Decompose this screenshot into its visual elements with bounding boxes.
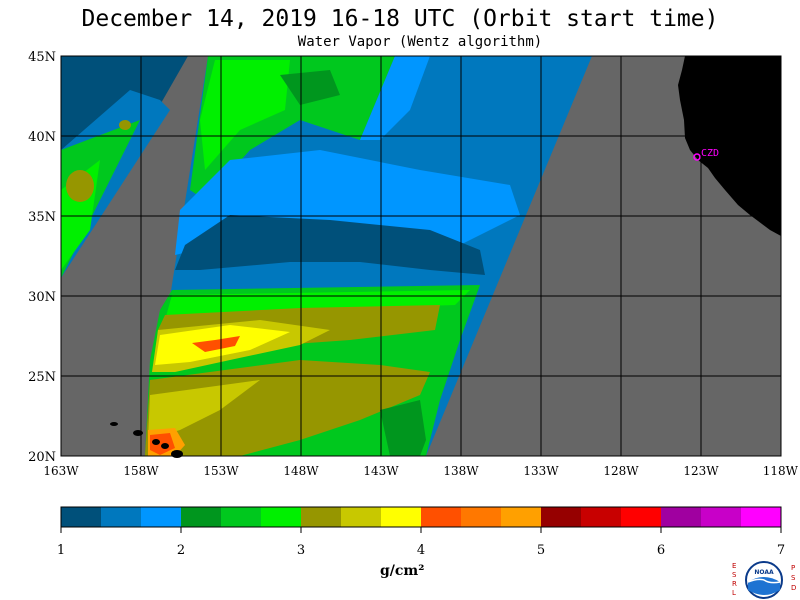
lat-label: 35N xyxy=(28,210,56,225)
colorbar-cell xyxy=(661,507,702,527)
lat-lon-grid xyxy=(61,56,781,456)
colorbar-unit: g/cm² xyxy=(380,563,425,579)
logo-letter: R xyxy=(732,580,737,588)
colorbar-cell xyxy=(221,507,262,527)
lon-label: 143W xyxy=(363,464,399,478)
right-swath xyxy=(145,56,592,456)
logo-letter: D xyxy=(791,584,796,592)
colorbar-tick-label: 2 xyxy=(177,543,185,558)
colorbar-cell xyxy=(381,507,422,527)
logo-letter: S xyxy=(791,574,796,582)
logo-letter: P xyxy=(791,564,795,572)
colorbar-cell xyxy=(261,507,302,527)
colorbar-tick-label: 1 xyxy=(57,543,65,558)
colorbar-cell xyxy=(341,507,382,527)
colorbar-tick-label: 4 xyxy=(417,543,425,558)
colorbar-tick-label: 3 xyxy=(297,543,305,558)
lat-label: 45N xyxy=(28,50,56,65)
lat-label: 30N xyxy=(28,290,56,305)
logo-text: NOAA xyxy=(754,569,774,576)
lon-label: 158W xyxy=(123,464,159,478)
left-swath xyxy=(61,56,188,278)
colorbar-cell xyxy=(701,507,742,527)
colorbar-cell xyxy=(141,507,182,527)
map-frame xyxy=(60,55,782,457)
colorbar-cell xyxy=(621,507,662,527)
colorbar-cell xyxy=(301,507,342,527)
colorbar-tick-label: 6 xyxy=(657,543,665,558)
lon-label: 163W xyxy=(43,464,79,478)
land-california xyxy=(678,56,781,236)
colorbar-cell xyxy=(581,507,622,527)
map-title: December 14, 2019 16-18 UTC (Orbit start… xyxy=(81,6,719,32)
colorbar-cell xyxy=(541,507,582,527)
lon-label: 153W xyxy=(203,464,239,478)
lat-label: 40N xyxy=(28,130,56,145)
colorbar-tick-label: 5 xyxy=(537,543,545,558)
logo-letter: E xyxy=(732,562,736,570)
lon-label: 133W xyxy=(523,464,559,478)
colorbar-cell xyxy=(421,507,462,527)
station-marker-czd: CZD xyxy=(693,148,719,161)
lat-label: 25N xyxy=(28,370,56,385)
lon-label: 138W xyxy=(443,464,479,478)
lon-label: 128W xyxy=(603,464,639,478)
longitude-labels: 163W 158W 153W 148W 143W 138W 133W 128W 123W 118W xyxy=(43,464,798,478)
lat-label: 20N xyxy=(28,450,56,465)
colorbar-cell xyxy=(181,507,222,527)
logo-letter: S xyxy=(732,571,737,579)
lon-label: 118W xyxy=(763,464,799,478)
lon-label: 123W xyxy=(683,464,719,478)
colorbar-cell xyxy=(501,507,542,527)
station-label: CZD xyxy=(701,148,719,159)
latitude-labels: 45N 40N 35N 30N 25N 20N xyxy=(28,50,56,465)
colorbar-cell xyxy=(61,507,102,527)
map-subtitle: Water Vapor (Wentz algorithm) xyxy=(297,34,543,50)
colorbar-cell xyxy=(461,507,502,527)
logo-letter: L xyxy=(732,589,736,597)
lon-label: 148W xyxy=(283,464,319,478)
colorbar-cell xyxy=(101,507,142,527)
colorbar-tick-label: 7 xyxy=(777,543,785,558)
colorbar-cell xyxy=(741,507,782,527)
